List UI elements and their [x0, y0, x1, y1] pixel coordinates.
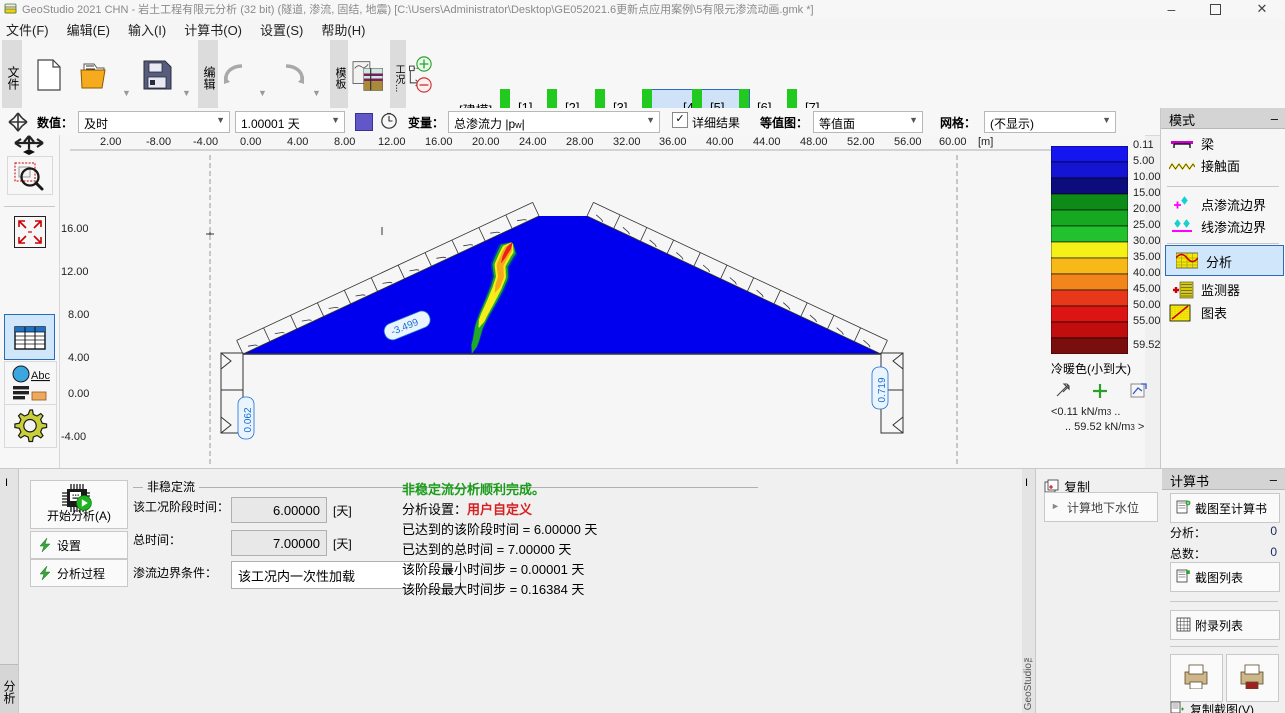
svg-text:-4.00: -4.00 — [61, 431, 86, 443]
svg-text:0.00: 0.00 — [68, 388, 89, 400]
svg-text:32.00: 32.00 — [613, 136, 641, 148]
svg-text:4.00: 4.00 — [287, 136, 308, 148]
svg-text:20.00: 20.00 — [472, 136, 500, 148]
svg-text:Abc: Abc — [31, 370, 50, 382]
svg-text:8.00: 8.00 — [68, 309, 89, 321]
svg-text:0.719: 0.719 — [877, 377, 888, 402]
svg-text:-4.00: -4.00 — [193, 136, 218, 148]
svg-text:4.00: 4.00 — [68, 352, 89, 364]
svg-text:16.00: 16.00 — [61, 223, 89, 235]
svg-text:[m]: [m] — [978, 136, 993, 148]
svg-text:0.00: 0.00 — [240, 136, 261, 148]
svg-text:24.00: 24.00 — [519, 136, 547, 148]
svg-text:60.00: 60.00 — [939, 136, 967, 148]
svg-text:12.00: 12.00 — [61, 266, 89, 278]
svg-text:0.062: 0.062 — [243, 407, 254, 432]
svg-text:52.00: 52.00 — [847, 136, 875, 148]
svg-text:-8.00: -8.00 — [146, 136, 171, 148]
svg-text:48.00: 48.00 — [800, 136, 828, 148]
svg-text:56.00: 56.00 — [894, 136, 922, 148]
svg-text:2.00: 2.00 — [100, 136, 121, 148]
svg-text:28.00: 28.00 — [566, 136, 594, 148]
svg-text:12.00: 12.00 — [378, 136, 406, 148]
svg-text:40.00: 40.00 — [706, 136, 734, 148]
svg-text:44.00: 44.00 — [753, 136, 781, 148]
svg-text:8.00: 8.00 — [334, 136, 355, 148]
svg-text:16.00: 16.00 — [425, 136, 453, 148]
svg-text:36.00: 36.00 — [659, 136, 687, 148]
